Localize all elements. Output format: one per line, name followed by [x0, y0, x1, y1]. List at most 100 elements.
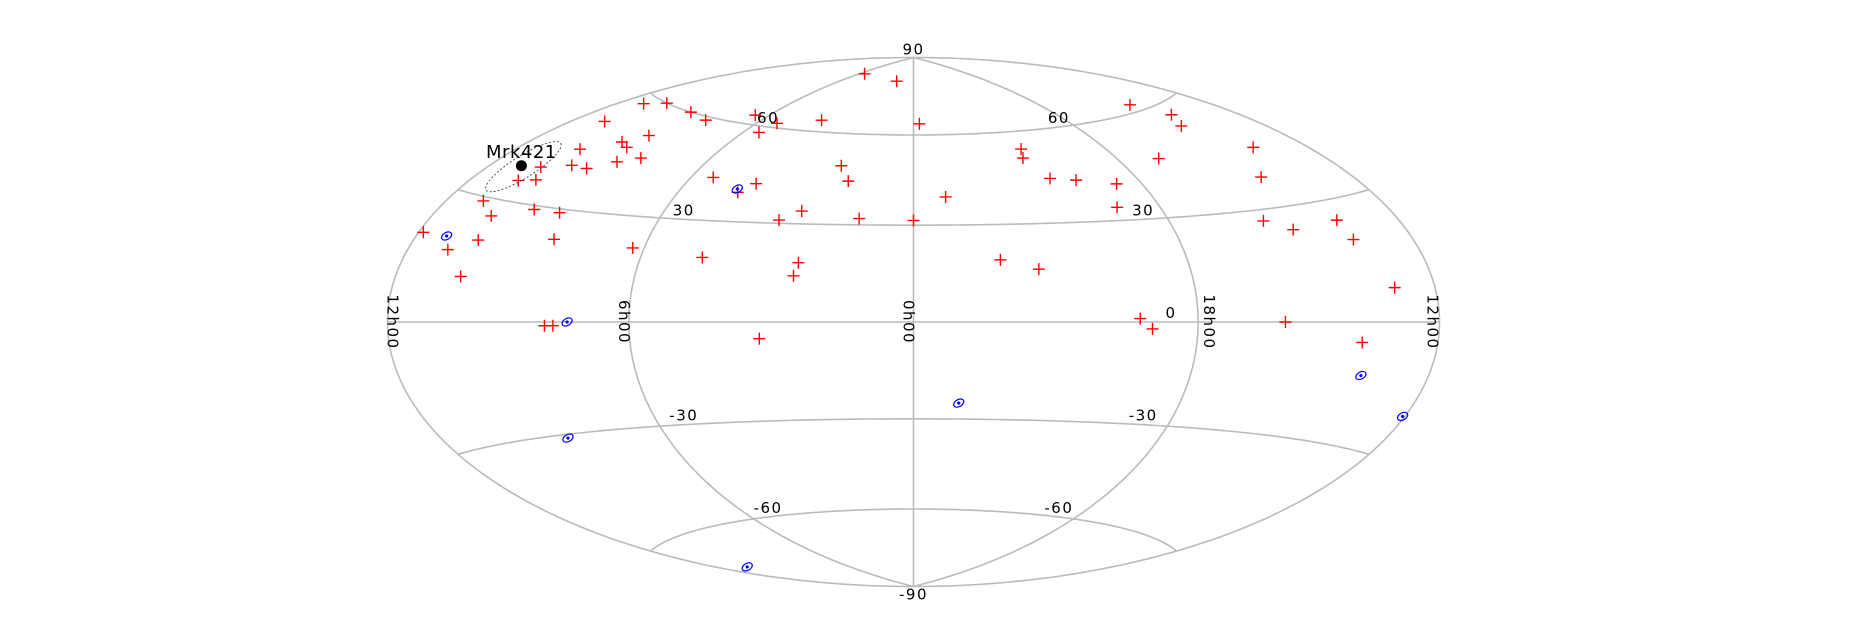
parallel-grid-line [457, 418, 1370, 456]
source-marker [858, 67, 871, 80]
source-marker [441, 243, 454, 256]
contour [953, 398, 965, 408]
source-marker [853, 212, 866, 225]
source-marker [616, 135, 629, 148]
source-marker [890, 75, 903, 88]
error-contour-marker [1396, 411, 1409, 422]
source-marker [1165, 108, 1178, 121]
contour-center [745, 565, 749, 569]
source-marker [795, 205, 808, 218]
source-marker [534, 161, 547, 174]
y-tick-label: 30 [673, 201, 695, 219]
source-marker [528, 203, 541, 216]
source-marker [696, 251, 709, 264]
source-marker [529, 173, 542, 186]
source-marker [485, 209, 498, 222]
contour [561, 317, 573, 327]
source-marker [772, 214, 785, 227]
contour-center [1400, 414, 1405, 418]
y-tick-label: 90 [902, 41, 924, 59]
source-marker [1356, 336, 1369, 349]
source-marker [842, 175, 855, 188]
source-marker [1032, 263, 1045, 276]
source-marker [565, 159, 578, 172]
x-tick-label: 12h00 [1424, 294, 1442, 349]
parallel-grid-line [649, 508, 1178, 552]
source-marker [598, 115, 611, 128]
contour [741, 562, 753, 572]
y-tick-label: -30 [1129, 407, 1158, 425]
source-marker [620, 141, 633, 154]
source-marker [454, 270, 467, 283]
source-marker [1123, 98, 1136, 111]
contour-center [445, 234, 449, 238]
error-contour-marker [953, 398, 965, 408]
source-marker [1347, 233, 1360, 246]
source-marker [792, 256, 805, 269]
source-marker [1111, 201, 1124, 214]
source-marker [1388, 281, 1401, 294]
y-tick-label: -60 [754, 499, 783, 517]
source-marker [1070, 174, 1083, 187]
contour-center [735, 187, 739, 191]
parallel-grid-line [649, 92, 1178, 136]
source-marker [637, 97, 650, 110]
source-marker [913, 117, 926, 130]
x-tick-label: 0h00 [900, 300, 918, 344]
y-tick-label: 0 [1165, 304, 1176, 322]
error-contour-marker [1355, 370, 1367, 381]
source-marker [634, 152, 647, 165]
source-marker [1015, 143, 1028, 156]
source-marker [580, 162, 593, 175]
source-marker [1146, 322, 1159, 335]
source-marker [815, 114, 828, 127]
contour-center [566, 436, 570, 440]
source-marker [642, 129, 655, 142]
contour [440, 231, 453, 241]
source-marker [907, 214, 920, 227]
y-tick-label: 30 [1132, 201, 1154, 219]
source-marker [1110, 177, 1123, 190]
y-tick-label: 60 [1048, 109, 1070, 127]
source-marker [752, 126, 765, 139]
x-tick-label: 12h00 [384, 294, 402, 349]
error-contour-marker [440, 231, 453, 241]
contour-center [957, 401, 961, 405]
x-tick-label: 6h00 [615, 300, 633, 344]
y-tick-label: -30 [669, 407, 698, 425]
source-marker [1255, 171, 1268, 184]
source-marker [750, 177, 763, 190]
source-marker [548, 233, 561, 246]
source-marker [660, 97, 673, 110]
error-contour-marker [561, 317, 573, 327]
source-marker [1257, 214, 1270, 227]
y-tick-label: -60 [1044, 499, 1073, 517]
source-marker [1134, 312, 1147, 325]
y-tick-label: -90 [899, 586, 928, 604]
annotation-point [515, 160, 527, 172]
contour [731, 184, 743, 194]
source-marker [626, 241, 639, 254]
x-tick-label: 18h00 [1200, 294, 1218, 349]
source-marker [417, 226, 430, 239]
source-marker [546, 319, 559, 332]
error-contour-marker [731, 184, 743, 194]
contour-center [1359, 373, 1363, 378]
source-marker [1330, 214, 1343, 227]
source-marker [477, 194, 490, 207]
error-contour-marker [562, 433, 574, 443]
source-marker [939, 190, 952, 203]
source-marker [1044, 172, 1057, 185]
source-marker [1016, 152, 1029, 165]
source-marker [835, 159, 848, 172]
annotation-label: Mrk421 [486, 142, 557, 163]
source-marker [1279, 316, 1292, 328]
source-marker [553, 206, 566, 219]
source-marker [707, 171, 720, 184]
source-marker [1247, 141, 1260, 154]
source-marker [753, 332, 766, 345]
source-marker [1175, 119, 1188, 132]
source-marker [574, 143, 587, 156]
source-marker [684, 106, 697, 119]
